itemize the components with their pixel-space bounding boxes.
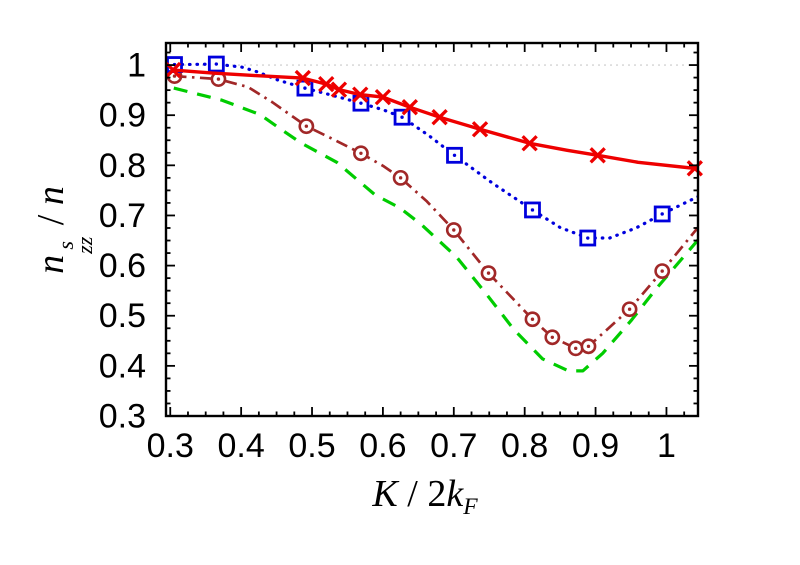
y-axis-label-supsub: s zz [53, 236, 97, 254]
x-marker [352, 86, 369, 103]
y-tick-label-0.8: 0.8 [99, 147, 146, 185]
square-dot-marker [524, 201, 541, 219]
x-marker [471, 121, 489, 138]
x-marker [374, 88, 392, 106]
circle-dot-marker [353, 145, 369, 162]
y-tick-label-0.7: 0.7 [99, 197, 146, 235]
y-tick-label-0.9: 0.9 [99, 97, 146, 135]
x-tick-label-0.7: 0.7 [430, 427, 477, 465]
x-marker [318, 75, 335, 93]
y-axis-label: n s zz / n [29, 130, 97, 330]
x-marker [401, 99, 419, 116]
y-axis-label-sub-zz: zz [71, 236, 97, 254]
x-marker [521, 135, 538, 152]
y-tick-label-1: 1 [127, 47, 146, 85]
circle-dot-marker [654, 263, 671, 280]
series-red-solid-cross [164, 61, 703, 177]
y-axis-label-n: n [30, 254, 72, 274]
x-tick-label-0.9: 0.9 [572, 427, 619, 465]
x-tick-label-0.3: 0.3 [147, 427, 194, 465]
series-green-dashed [173, 86, 698, 373]
y-tick-label-0.5: 0.5 [99, 297, 146, 335]
x-tick-label-0.4: 0.4 [218, 427, 265, 465]
x-axis-label-coef: 2 [427, 473, 447, 515]
x-tick-label-1: 1 [657, 427, 676, 465]
circle-dot-marker [524, 311, 541, 328]
x-axis-label-k: k [446, 473, 464, 515]
x-marker [589, 147, 606, 164]
square-dot-marker [653, 205, 671, 223]
x-marker [431, 109, 448, 126]
x-tick-label-0.8: 0.8 [501, 427, 548, 465]
x-tick-label-0.6: 0.6 [359, 427, 406, 465]
x-tick-label-0.5: 0.5 [288, 427, 335, 465]
y-tick-label-0.4: 0.4 [99, 347, 146, 385]
series-line-green-dashed [173, 86, 698, 373]
x-marker [330, 81, 348, 98]
circle-dot-marker [580, 338, 597, 355]
circle-dot-marker [298, 118, 315, 135]
square-dot-marker [446, 146, 463, 164]
plot-frame [164, 41, 700, 418]
circle-dot-marker [621, 301, 638, 318]
circle-dot-marker [567, 340, 584, 357]
x-axis-label: K / 2kF [275, 472, 575, 521]
circle-dot-marker [544, 329, 561, 346]
x-marker [686, 160, 703, 177]
x-axis-label-sub-F: F [463, 494, 478, 521]
square-dot-marker [579, 229, 597, 247]
circle-dot-marker [445, 222, 462, 238]
square-dot-marker [207, 55, 225, 73]
y-axis-label-sep: / [30, 205, 72, 235]
series-darkred-dashdot-circle [166, 68, 698, 357]
series-blue-dotted-square [166, 55, 698, 247]
circle-dot-marker [392, 169, 409, 186]
series-line-red-solid-cross [172, 68, 698, 171]
x-axis-label-sep: / [397, 473, 428, 515]
y-tick-label-0.3: 0.3 [99, 398, 146, 436]
x-marker [294, 69, 311, 87]
axis-ticks [166, 43, 698, 417]
circle-dot-marker [480, 265, 497, 282]
y-tick-label-0.6: 0.6 [99, 247, 146, 285]
y-axis-label-n2: n [30, 186, 72, 206]
x-axis-label-K: K [372, 473, 398, 515]
